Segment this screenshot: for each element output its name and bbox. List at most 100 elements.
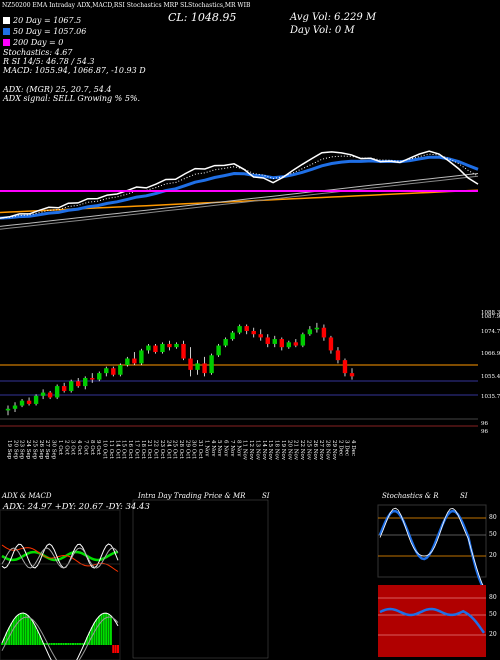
macd-bar [107, 613, 110, 645]
macd-bar [69, 643, 72, 645]
rsi-frame [378, 585, 486, 657]
macd-bar [5, 632, 8, 645]
adx-macd-panel [0, 509, 121, 660]
macd-bar [117, 645, 119, 653]
macd-bar [12, 619, 15, 645]
stoch-d-line [379, 507, 485, 589]
macd-bar [45, 643, 48, 645]
ema20-line [0, 150, 479, 219]
macd-bar [17, 614, 20, 645]
macd-bar [24, 613, 27, 645]
price-tick-label: 1055.44 [481, 374, 500, 380]
candle-body [132, 358, 137, 364]
date-tick-label: 23 Oct [159, 440, 165, 459]
candle-body [174, 343, 179, 348]
macd-signal-line [1, 616, 119, 660]
macd-line [1, 612, 119, 660]
intraday-si-label: SI [262, 492, 270, 500]
candle-body [167, 343, 172, 348]
date-tick-label: 14 Nov [261, 440, 267, 461]
stoch-panel [377, 504, 487, 590]
macd-bar [64, 643, 67, 645]
macd-bar [114, 645, 117, 653]
top-strip-text: NZ50200 EMA Intraday ADX,MACD,RSI Stocha… [2, 2, 251, 9]
candle-body [97, 373, 102, 380]
candle-body [321, 327, 327, 338]
ema200-label: 200 Day = 0 [13, 38, 64, 47]
macd-bar [67, 643, 70, 645]
date-tick-label: 18 Oct [140, 440, 146, 459]
adx-gray-line [1, 547, 119, 569]
candle-body [272, 339, 277, 344]
candle-body [293, 342, 299, 346]
stoch-si-label: SI [460, 492, 468, 500]
candle-body [83, 377, 88, 387]
macd-bar [105, 613, 108, 645]
date-tick-label: 15 Nov [267, 440, 273, 461]
candle-body [61, 386, 67, 391]
stoch-k-line [378, 509, 486, 590]
candle-body [286, 342, 292, 348]
candle-body [90, 377, 95, 380]
candle-body [230, 332, 235, 340]
price-tick-label: 1088.37 [481, 310, 500, 316]
ema-gray-line-2 [0, 175, 479, 230]
ema20-swatch [3, 17, 10, 24]
candle-body [111, 368, 116, 375]
date-tick-label: 24 Oct [165, 440, 171, 459]
date-tick-label: 4 Dec [350, 440, 356, 456]
candle-body [40, 392, 46, 396]
avg-vol: Avg Vol: 6.229 M [290, 12, 377, 23]
price-tick-label: 1087.9 [481, 314, 500, 320]
macd-bar [102, 613, 105, 645]
macd-bar [19, 613, 22, 645]
macd-bar [15, 616, 18, 645]
macd-bar [93, 622, 96, 645]
date-tick-label: 7 Nov [229, 440, 235, 457]
macd-bar [109, 615, 112, 645]
candle-body [328, 337, 334, 351]
date-tick-label: 16 Oct [127, 440, 133, 459]
date-tick-label: 21 Oct [146, 440, 152, 459]
macd-legend: MACD: 1055.94, 1066.87, -10.93 D [3, 66, 146, 75]
stoch-title: Stochastics & R [382, 492, 439, 500]
candle-body [195, 363, 200, 370]
adx-red-line [1, 544, 119, 572]
stoch-tick-80: 80 [489, 514, 497, 521]
date-tick-label: 4 Oct [76, 440, 82, 456]
date-tick-label: 14 Oct [114, 440, 120, 459]
date-tick-label: 27 Nov [318, 440, 324, 461]
date-tick-label: 26 Nov [312, 440, 318, 461]
macd-bar [3, 637, 6, 645]
candle-body [335, 350, 341, 361]
candle-body [118, 365, 123, 375]
candle-body [244, 326, 249, 331]
macd-bar [38, 635, 41, 645]
stoch-tick-20: 20 [489, 552, 497, 559]
adx-legend: ADX: (MGR) 25, 20.7, 54.4 [3, 85, 112, 94]
candle-body [68, 381, 74, 391]
date-tick-label: 2 Oct [63, 440, 69, 456]
macd-bar [48, 643, 51, 645]
macd-bar [81, 643, 84, 645]
date-tick-label: 1 Nov [203, 440, 209, 457]
date-tick-label: 6 Nov [223, 440, 229, 457]
macd-bar [86, 637, 89, 645]
macd-bar [79, 643, 82, 645]
candle-body [160, 343, 165, 353]
macd-bar [50, 643, 53, 645]
ema50-label: 50 Day = 1057.06 [13, 27, 87, 36]
candle-body [139, 350, 144, 364]
macd-bars [1, 613, 119, 653]
intraday-title: Intra Day Trading Price & MR [138, 492, 246, 500]
rsi-tick-20: 20 [489, 631, 497, 638]
macd-bar [62, 643, 65, 645]
adx-values: ADX: 24.97 +DY: 20.67 -DY: 34.43 [3, 502, 150, 512]
candle-body [19, 400, 25, 406]
macd-bar [112, 645, 115, 653]
legend-ema50: 50 Day = 1057.06 [3, 26, 146, 37]
candle-body [26, 400, 32, 404]
date-tick-label: 24 Sep [25, 440, 31, 460]
date-tick-label: 4 Nov [210, 440, 216, 457]
date-ticks: 19 Sep 20 Sep 23 Sep 24 Sep 25 Sep 26 Sep 27 S… [6, 440, 356, 461]
